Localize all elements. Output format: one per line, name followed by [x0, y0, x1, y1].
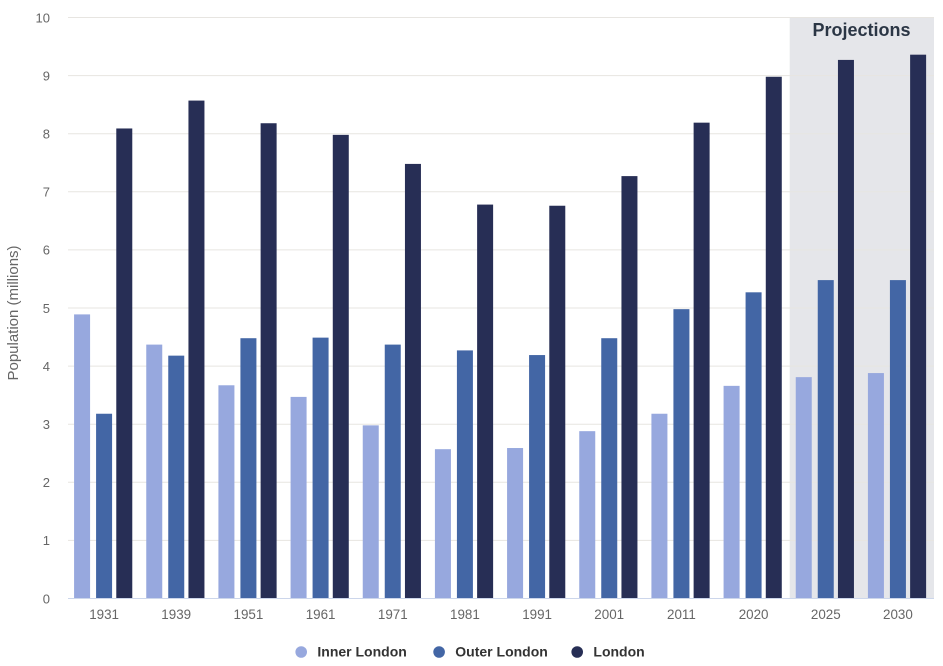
svg-text:4: 4 [43, 359, 50, 374]
svg-text:9: 9 [43, 68, 50, 83]
svg-text:1931: 1931 [89, 607, 119, 622]
svg-text:1951: 1951 [234, 607, 264, 622]
svg-text:Population (millions): Population (millions) [5, 245, 22, 380]
svg-text:6: 6 [43, 243, 50, 258]
svg-text:2030: 2030 [883, 607, 913, 622]
svg-text:London: London [593, 644, 644, 660]
svg-text:1961: 1961 [306, 607, 336, 622]
svg-text:2001: 2001 [594, 607, 624, 622]
svg-text:8: 8 [43, 127, 50, 142]
svg-text:Outer London: Outer London [455, 644, 548, 660]
svg-text:5: 5 [43, 301, 50, 316]
svg-text:7: 7 [43, 185, 50, 200]
svg-text:1981: 1981 [450, 607, 480, 622]
svg-text:1: 1 [43, 533, 50, 548]
svg-text:1939: 1939 [161, 607, 191, 622]
svg-text:Projections: Projections [812, 20, 910, 40]
svg-text:10: 10 [36, 10, 50, 25]
svg-text:2020: 2020 [739, 607, 769, 622]
svg-text:1971: 1971 [378, 607, 408, 622]
svg-text:0: 0 [43, 591, 50, 606]
svg-text:2011: 2011 [667, 607, 696, 622]
svg-text:2025: 2025 [811, 607, 841, 622]
svg-text:1991: 1991 [522, 607, 552, 622]
svg-text:2: 2 [43, 475, 50, 490]
svg-text:3: 3 [43, 417, 50, 432]
svg-text:Inner London: Inner London [317, 644, 406, 660]
